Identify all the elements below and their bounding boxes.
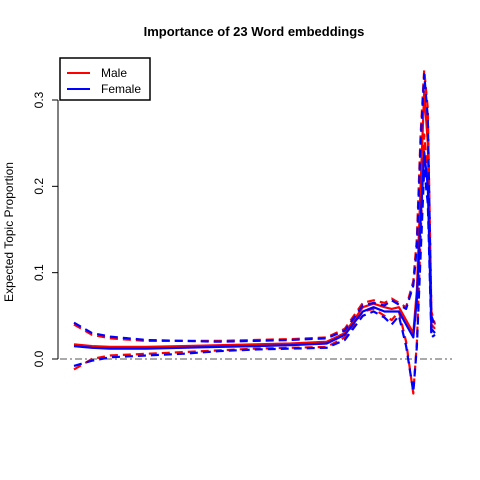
series-line-male-dashed-2 [73, 68, 437, 342]
y-tick-label: 0.1 [32, 264, 46, 281]
series-line-female-solid-3 [73, 150, 436, 350]
legend-label-male: Male [101, 66, 127, 80]
series-group [73, 68, 437, 395]
y-axis-label: Expected Topic Proportion [2, 162, 16, 302]
series-line-male-solid-0 [73, 90, 436, 348]
y-tick-label: 0.2 [32, 178, 46, 195]
y-axis [52, 99, 59, 360]
legend-box [59, 57, 151, 101]
y-tick-label: 0.3 [32, 91, 46, 108]
series-line-male-dashed-1 [73, 133, 435, 395]
legend: Male Female [59, 57, 151, 101]
legend-label-female: Female [101, 82, 141, 96]
series-line-female-dashed-5 [73, 72, 437, 343]
chart-title: Importance of 23 Word embeddings [144, 24, 365, 39]
series-line-female-dashed-4 [73, 168, 436, 393]
y-tick-labels: 0.0 0.1 0.2 0.3 [32, 91, 46, 367]
y-tick-label: 0.0 [32, 350, 46, 367]
